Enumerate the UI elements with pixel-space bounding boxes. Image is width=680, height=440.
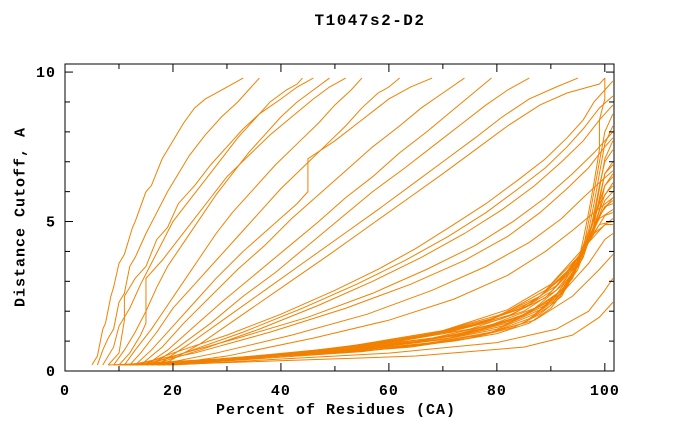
- model-curve: [91, 77, 244, 366]
- model-curve: [102, 77, 303, 366]
- model-curve: [145, 95, 614, 366]
- model-curve: [167, 254, 614, 366]
- y-tick-label: 5: [46, 215, 56, 232]
- model-curve: [167, 233, 614, 366]
- x-tick-label: 80: [487, 383, 507, 400]
- x-tick-label: 40: [271, 383, 291, 400]
- model-curve: [96, 77, 260, 366]
- model-curve: [113, 113, 614, 366]
- model-curve: [129, 131, 614, 366]
- x-tick-label: 60: [379, 383, 399, 400]
- model-curve: [118, 125, 614, 366]
- model-curve: [151, 77, 530, 366]
- model-curve: [162, 224, 613, 366]
- model-curve: [145, 77, 492, 366]
- model-curve: [123, 77, 363, 366]
- model-curve: [140, 77, 465, 366]
- model-curve: [145, 200, 614, 366]
- model-curve: [113, 77, 330, 366]
- model-curve: [140, 185, 614, 366]
- model-curve: [151, 104, 614, 366]
- model-curve: [129, 77, 401, 366]
- model-curve: [162, 197, 614, 366]
- y-tick-label: 0: [46, 364, 56, 381]
- x-tick-label: 100: [590, 383, 620, 400]
- model-curve: [161, 77, 606, 366]
- model-curve: [107, 77, 314, 366]
- model-curve: [135, 137, 614, 366]
- x-tick-label: 0: [60, 383, 70, 400]
- x-tick-label: 20: [163, 383, 183, 400]
- model-curve: [140, 191, 614, 366]
- model-curve: [145, 197, 614, 366]
- x-axis-title: Percent of Residues (CA): [215, 402, 457, 419]
- model-curve: [134, 77, 433, 366]
- model-curve: [156, 301, 614, 366]
- model-curve: [118, 77, 346, 366]
- model-curve: [129, 173, 614, 366]
- model-curve: [172, 278, 614, 366]
- model-curve: [156, 77, 579, 366]
- model-curve: [135, 182, 614, 366]
- chart-title: T1047s2-D2: [314, 12, 426, 30]
- model-curve: [140, 80, 614, 366]
- model-curve: [151, 209, 614, 366]
- model-curve: [118, 140, 614, 366]
- y-tick-label: 10: [36, 65, 56, 82]
- model-curve: [124, 161, 614, 366]
- model-curve: [156, 170, 614, 366]
- plot-frame: [64, 63, 615, 372]
- model-curve: [108, 78, 606, 366]
